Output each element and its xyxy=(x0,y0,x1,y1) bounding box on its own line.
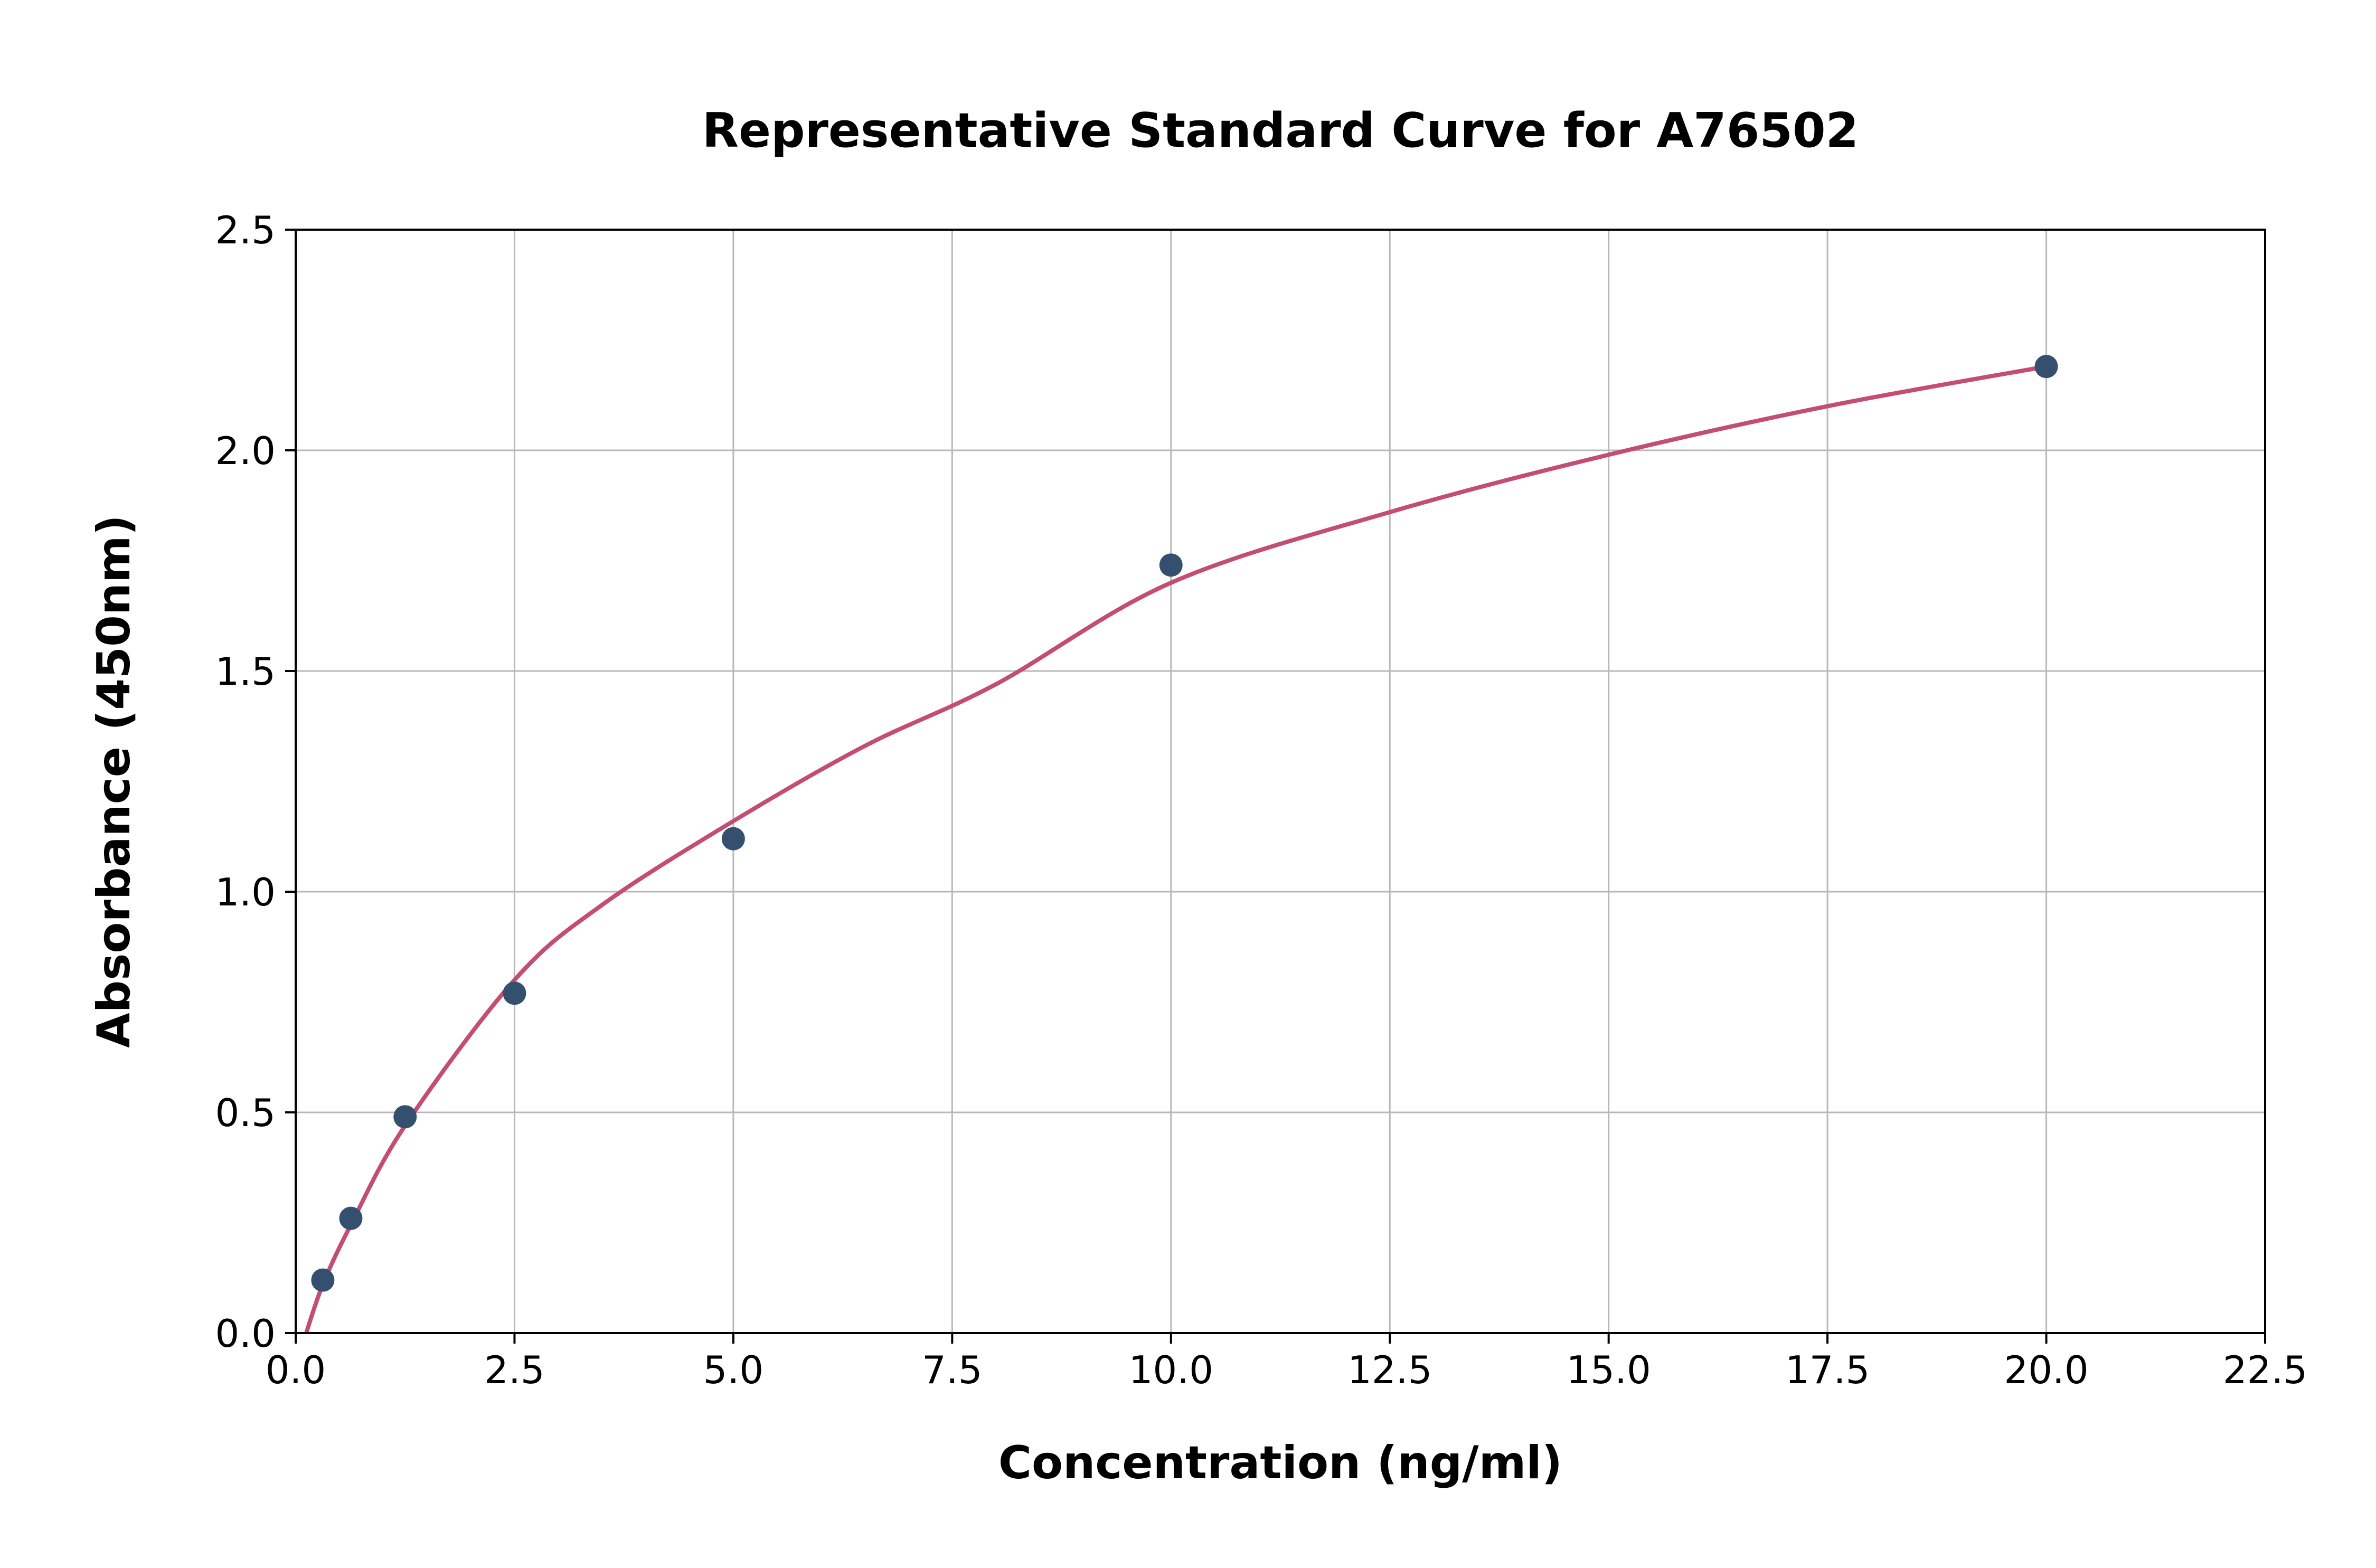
x-tick-label: 2.5 xyxy=(484,1348,545,1392)
y-tick-label: 1.5 xyxy=(215,649,276,694)
data-point xyxy=(311,1268,335,1292)
x-tick-label: 5.0 xyxy=(703,1348,764,1392)
plot-border xyxy=(295,229,2266,1334)
y-tick-label: 2.5 xyxy=(215,208,276,252)
x-tick-label: 12.5 xyxy=(1347,1348,1432,1392)
y-tick-label: 0.5 xyxy=(215,1091,276,1135)
x-tick-label: 7.5 xyxy=(922,1348,983,1392)
chart-title: Representative Standard Curve for A76502 xyxy=(702,103,1859,158)
x-tick-label: 22.5 xyxy=(2223,1348,2307,1392)
tick-labels-layer: 0.0 2.5 5.0 7.5 10.0 12.5 15.0 17.5 20.0 22.5 0.0 0… xyxy=(215,208,2307,1392)
data-point xyxy=(721,827,745,851)
y-tick-label: 2.0 xyxy=(215,429,276,473)
fit-curve-layer xyxy=(304,364,2049,1333)
x-tick-label: 17.5 xyxy=(1785,1348,1870,1392)
x-tick-label: 0.0 xyxy=(266,1348,326,1392)
tick-marks-layer xyxy=(285,229,2266,1344)
x-tick-label: 15.0 xyxy=(1567,1348,1651,1392)
data-point xyxy=(1159,553,1183,577)
data-point xyxy=(503,981,526,1005)
y-tick-label: 0.0 xyxy=(215,1311,276,1356)
fit-curve xyxy=(304,364,2049,1333)
y-tick-label: 1.0 xyxy=(215,870,276,914)
data-point xyxy=(393,1105,417,1129)
x-axis-label: Concentration (ng/ml) xyxy=(998,1437,1562,1489)
y-axis-label: Absorbance (450nm) xyxy=(88,515,140,1048)
x-tick-label: 10.0 xyxy=(1129,1348,1213,1392)
data-point xyxy=(2034,355,2058,379)
grid-lines xyxy=(296,230,2265,1333)
data-points-layer xyxy=(311,355,2058,1292)
data-point xyxy=(339,1206,363,1230)
x-tick-label: 20.0 xyxy=(2004,1348,2088,1392)
